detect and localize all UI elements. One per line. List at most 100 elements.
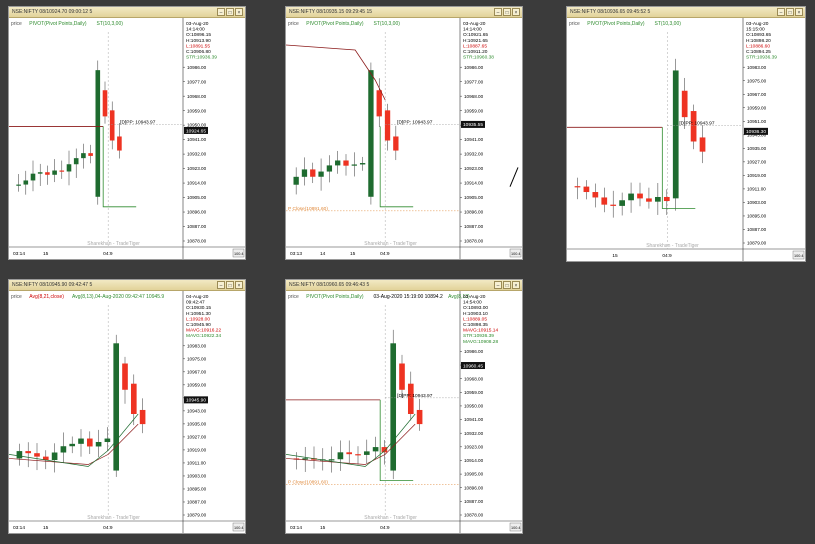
price-tick-label: 10975.00 <box>187 356 207 361</box>
ohlc-readout: 15:15:00 <box>746 27 765 33</box>
window-titlebar[interactable]: NSE:NIFTY 08/10924.70 09:00:12 5 – □ × <box>9 7 245 18</box>
ohlc-readout: 04-Aug-20 <box>186 294 209 300</box>
price-tick-label: 10959.00 <box>187 382 207 387</box>
zoom-value[interactable]: 100.4 <box>234 526 244 530</box>
price-tick-label: 10959.00 <box>187 108 207 113</box>
close-button[interactable]: × <box>235 8 243 16</box>
maximize-button[interactable]: □ <box>226 8 234 16</box>
candle <box>66 164 72 172</box>
price-tick-label: 10905.00 <box>187 195 207 200</box>
ohlc-readout: O:10921.65 <box>463 32 488 38</box>
candle <box>363 451 370 455</box>
candle <box>30 173 36 181</box>
zoom-indicator <box>509 248 522 258</box>
last-price-tag <box>461 120 485 128</box>
price-chart[interactable]: price PIVOT(Pivot Points,Daily) ST(10,3,00… <box>286 18 522 259</box>
chart-window[interactable]: NSE:NIFTY 08/10945.90 09:42:47 5 – □ × price… <box>8 279 246 534</box>
candle <box>655 196 661 202</box>
close-button[interactable]: × <box>512 8 520 16</box>
price-tick-label: 10878.00 <box>464 239 484 244</box>
window-title: NSE:NIFTY 08/10924.70 09:00:12 5 <box>12 9 93 15</box>
minimize-button[interactable]: – <box>217 281 225 289</box>
candle <box>610 204 617 206</box>
candle <box>310 169 316 177</box>
price-tick-label: 10914.00 <box>464 181 484 186</box>
candle <box>34 453 40 457</box>
maximize-button[interactable]: □ <box>786 8 794 16</box>
price-tick-label: 10878.00 <box>187 239 207 244</box>
zoom-value[interactable]: 100.4 <box>511 252 521 256</box>
candle <box>113 343 120 471</box>
price-chart[interactable]: price PIVOT(Pivot Points,Daily) 03-Aug-202… <box>286 291 522 533</box>
zoom-indicator <box>232 522 245 532</box>
candlestick-series <box>293 329 423 480</box>
zoom-value[interactable]: 100.4 <box>234 252 244 256</box>
zoom-value[interactable]: 100.4 <box>511 526 521 530</box>
indicator-label: 03-Aug-2020 15:19:00 10894.2 <box>374 294 443 300</box>
close-button[interactable]: × <box>512 281 520 289</box>
close-button[interactable]: × <box>235 281 243 289</box>
price-tick-label: 10903.00 <box>187 474 207 479</box>
candle <box>130 383 137 414</box>
maximize-button[interactable]: □ <box>503 281 511 289</box>
minimize-button[interactable]: – <box>494 281 502 289</box>
chart-window[interactable]: NSE:NIFTY 08/10960.65 09:46:43 5 – □ × price… <box>285 279 523 534</box>
ohlc-readout: C:10911.20 <box>463 49 488 55</box>
candle <box>302 458 309 460</box>
price-tick-label: 10887.00 <box>464 224 484 229</box>
indicator-label: PIVOT(Pivot Points,Daily) <box>306 294 364 300</box>
candle <box>646 198 652 202</box>
window-titlebar[interactable]: NSE:NIFTY 08/10960.65 09:46:43 5 – □ × <box>286 280 522 291</box>
ohlc-readout: 03-Aug-20 <box>463 21 486 27</box>
price-tick-label: 10919.00 <box>747 173 767 178</box>
minimize-button[interactable]: – <box>777 8 785 16</box>
price-tick-label: 10968.00 <box>464 94 484 99</box>
minimize-button[interactable]: – <box>494 8 502 16</box>
candle <box>399 363 405 390</box>
time-tick-label: 03:13 <box>290 251 302 257</box>
indicator-label: price <box>569 21 580 27</box>
pivot-line <box>286 44 386 101</box>
candle <box>637 193 643 199</box>
chart-window[interactable]: NSE:NIFTY 08/10924.70 09:00:12 5 – □ × price… <box>8 6 246 260</box>
price-chart[interactable]: price Avg(8,21,close) Avg(8,13),04-Aug-202… <box>9 291 245 533</box>
maximize-button[interactable]: □ <box>226 281 234 289</box>
ohlc-readout: 09:42:47 <box>186 300 205 306</box>
candle <box>663 196 670 202</box>
maximize-button[interactable]: □ <box>503 8 511 16</box>
watermark: Sharekhan - TradeTiger <box>87 515 140 521</box>
moving-average-red <box>286 423 416 465</box>
window-title: NSE:NIFTY 08/10945.90 09:42:47 5 <box>12 282 93 288</box>
price-tick-label: 10967.00 <box>747 92 767 97</box>
ohlc-readout: STR:10936.39 <box>186 55 217 61</box>
last-price-tag <box>184 396 208 404</box>
candle <box>583 186 590 193</box>
zoom-value[interactable]: 100.4 <box>794 254 804 258</box>
ohlc-readout: MAVG:10908.28 <box>463 339 498 345</box>
ohlc-readout: O:10893.65 <box>746 32 771 38</box>
candle <box>351 164 357 166</box>
close-button[interactable]: × <box>795 8 803 16</box>
ohlc-readout: L:10886.60 <box>746 43 770 49</box>
chart-window[interactable]: NSE:NIFTY 08/10936.65 09:45:52 5 – □ × price… <box>566 6 806 262</box>
price-tick-label: 10986.00 <box>187 65 207 70</box>
price-tick-label: 10927.00 <box>747 159 767 164</box>
price-chart[interactable]: price PIVOT(Pivot Points,Daily) ST(10,3,00… <box>567 18 805 261</box>
indicator-label: price <box>11 294 22 300</box>
minimize-button[interactable]: – <box>217 8 225 16</box>
chart-window[interactable]: NSE:NIFTY 08/10935.15 09:29:45 15 – □ × pric… <box>285 6 523 260</box>
price-tick-label: 10887.00 <box>187 224 207 229</box>
ohlc-readout: H:10898.20 <box>746 38 771 44</box>
indicator-label: PIVOT(Pivot Points,Daily) <box>29 21 87 27</box>
price-tick-label: 10932.00 <box>464 152 484 157</box>
candle <box>681 90 688 118</box>
window-titlebar[interactable]: NSE:NIFTY 08/10945.90 09:42:47 5 – □ × <box>9 280 245 291</box>
candle <box>326 165 333 172</box>
time-tick-label: 15 <box>612 253 618 259</box>
window-titlebar[interactable]: NSE:NIFTY 08/10936.65 09:45:52 5 – □ × <box>567 7 805 18</box>
last-price-value: 10960.45 <box>463 363 483 369</box>
price-chart[interactable]: price PIVOT(Pivot Points,Daily) ST(10,3,00… <box>9 18 245 259</box>
ohlc-readout: L:10928.00 <box>186 316 210 322</box>
window-titlebar[interactable]: NSE:NIFTY 08/10935.15 09:29:45 15 – □ × <box>286 7 522 18</box>
price-tick-label: 10983.00 <box>747 65 767 70</box>
